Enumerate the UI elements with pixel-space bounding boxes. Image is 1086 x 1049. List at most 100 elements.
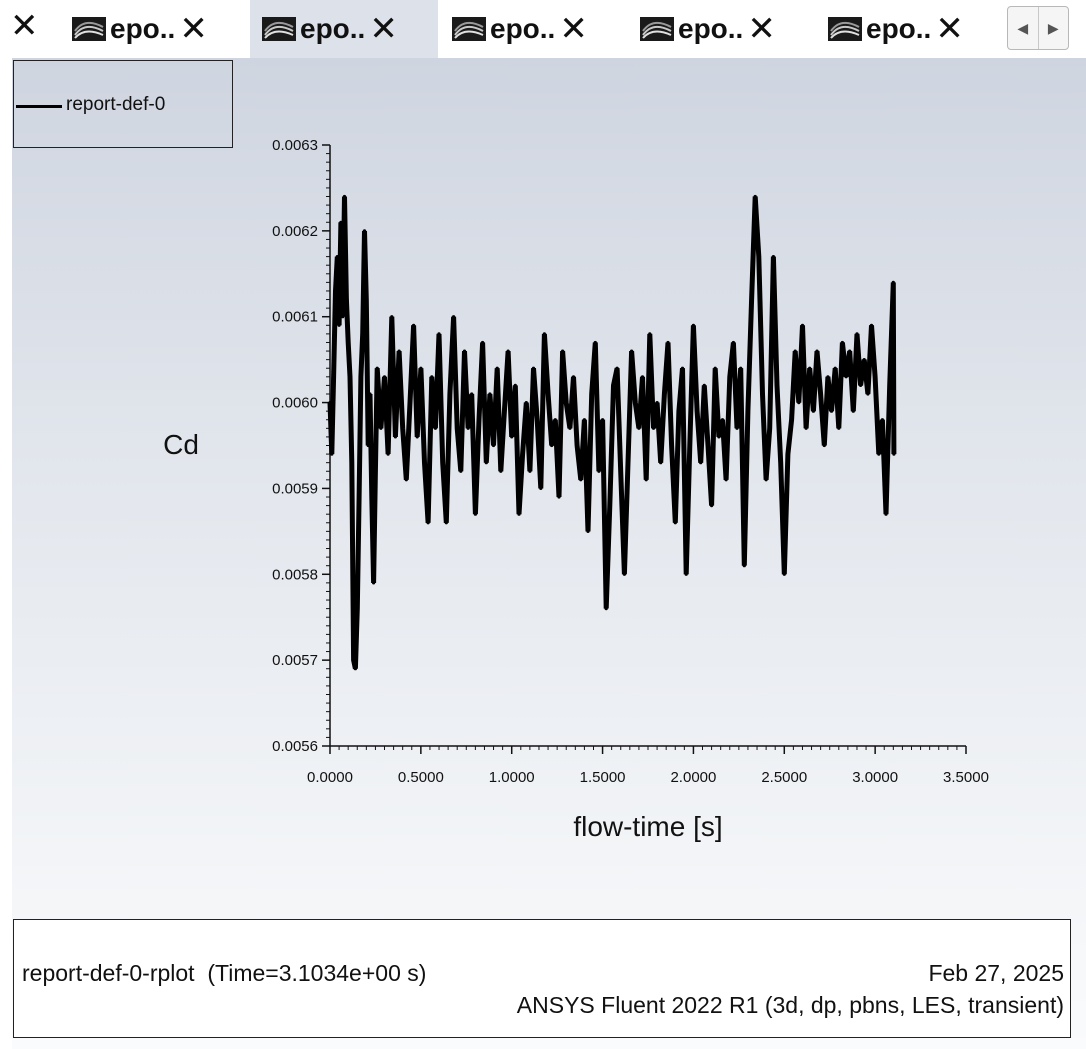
data-point xyxy=(350,461,354,465)
data-point xyxy=(746,409,750,413)
x-tick-label: 3.0000 xyxy=(852,769,898,786)
y-tick-label: 0.0057 xyxy=(272,652,318,669)
data-point xyxy=(735,426,739,430)
plot-date: Feb 27, 2025 xyxy=(928,960,1064,986)
tab-scroll-buttons: ◀ ▶ xyxy=(1007,6,1069,50)
data-point xyxy=(571,375,576,379)
x-tick-label: 2.0000 xyxy=(670,769,716,786)
x-tick-label: 2.5000 xyxy=(761,769,807,786)
x-tick-label: 0.0000 xyxy=(307,769,353,786)
data-point xyxy=(731,340,736,345)
data-point xyxy=(855,332,859,336)
close-icon[interactable]: ✕ xyxy=(179,9,208,49)
data-point xyxy=(419,366,423,370)
y-axis-title: Cd xyxy=(163,429,199,460)
close-icon[interactable]: ✕ xyxy=(747,9,776,49)
graphics-window-icon xyxy=(452,17,486,41)
data-point xyxy=(575,443,579,448)
data-point xyxy=(611,383,616,387)
data-point xyxy=(441,461,445,465)
data-point xyxy=(786,452,790,456)
tab-report-plot[interactable]: epo.. ✕ xyxy=(444,0,624,58)
data-point xyxy=(790,418,794,422)
plot-time: (Time=3.1034e+00 s) xyxy=(207,960,427,986)
tab-report-plot-active[interactable]: epo.. ✕ xyxy=(250,0,438,58)
data-point xyxy=(670,443,674,448)
close-icon[interactable]: ✕ xyxy=(935,9,964,49)
data-point xyxy=(415,435,419,439)
data-point xyxy=(477,418,481,422)
data-point xyxy=(513,383,517,387)
data-point xyxy=(739,366,743,370)
data-point xyxy=(352,658,356,662)
plot-info-box: report-def-0-rplot (Time=3.1034e+00 s) F… xyxy=(13,919,1071,1038)
data-point xyxy=(499,469,503,473)
data-point xyxy=(491,443,496,448)
close-icon[interactable]: ✕ xyxy=(10,6,39,46)
graphics-window-icon xyxy=(262,17,296,41)
data-point xyxy=(804,426,808,430)
data-point xyxy=(346,340,350,345)
data-point xyxy=(673,521,677,525)
close-icon[interactable]: ✕ xyxy=(369,9,398,49)
y-tick-label: 0.0063 xyxy=(272,137,318,154)
data-point xyxy=(702,383,706,387)
y-tick-label: 0.0060 xyxy=(272,395,318,412)
data-point xyxy=(335,255,339,259)
tab-report-plot[interactable]: epo.. ✕ xyxy=(64,0,242,58)
data-point xyxy=(597,469,601,473)
data-point xyxy=(848,349,852,353)
data-point xyxy=(528,469,532,473)
data-point xyxy=(337,323,341,327)
data-point xyxy=(768,426,772,430)
tab-label: epo.. xyxy=(678,13,744,44)
data-point xyxy=(466,426,470,430)
y-tick-label: 0.0061 xyxy=(272,309,318,326)
data-point xyxy=(426,521,430,525)
data-point xyxy=(539,486,543,490)
tab-label: epo.. xyxy=(300,13,366,44)
data-point xyxy=(462,349,467,353)
data-point xyxy=(564,401,568,405)
tab-label: epo.. xyxy=(490,13,556,44)
tab-label: epo.. xyxy=(110,13,176,44)
data-point xyxy=(444,521,448,525)
data-point xyxy=(775,383,779,387)
data-point xyxy=(481,340,485,345)
data-point xyxy=(333,289,338,293)
data-point xyxy=(800,323,805,327)
data-point xyxy=(452,315,456,319)
data-point xyxy=(760,392,765,396)
data-point xyxy=(359,375,363,379)
scroll-right-icon[interactable]: ▶ xyxy=(1047,19,1059,36)
data-point xyxy=(633,401,637,405)
data-point xyxy=(706,443,710,448)
data-point xyxy=(470,392,474,396)
data-point xyxy=(840,340,845,345)
tab-report-plot[interactable]: epo.. ✕ xyxy=(820,0,1000,58)
legend-label: report-def-0 xyxy=(66,94,166,115)
legend: report-def-0 xyxy=(13,60,233,148)
scroll-left-icon[interactable]: ◀ xyxy=(1008,7,1039,49)
data-point xyxy=(619,469,623,473)
data-point xyxy=(348,375,352,379)
y-tick-label: 0.0056 xyxy=(272,738,318,755)
data-point xyxy=(666,340,670,345)
data-point xyxy=(662,392,667,396)
tab-report-plot[interactable]: epo.. ✕ xyxy=(632,0,812,58)
x-tick-label: 0.5000 xyxy=(398,769,444,786)
graphics-window-icon xyxy=(640,17,674,41)
data-point xyxy=(339,220,343,224)
data-point xyxy=(691,323,696,327)
data-point xyxy=(655,401,659,405)
data-point xyxy=(510,435,514,439)
close-icon[interactable]: ✕ xyxy=(559,9,588,49)
data-point xyxy=(713,366,717,370)
series-line-report-def-0 xyxy=(327,196,897,670)
legend-swatch xyxy=(16,105,62,108)
data-point xyxy=(829,409,834,413)
data-point xyxy=(579,478,583,482)
data-point xyxy=(412,323,416,327)
data-point xyxy=(328,401,332,405)
x-tick-label: 1.5000 xyxy=(580,769,626,786)
